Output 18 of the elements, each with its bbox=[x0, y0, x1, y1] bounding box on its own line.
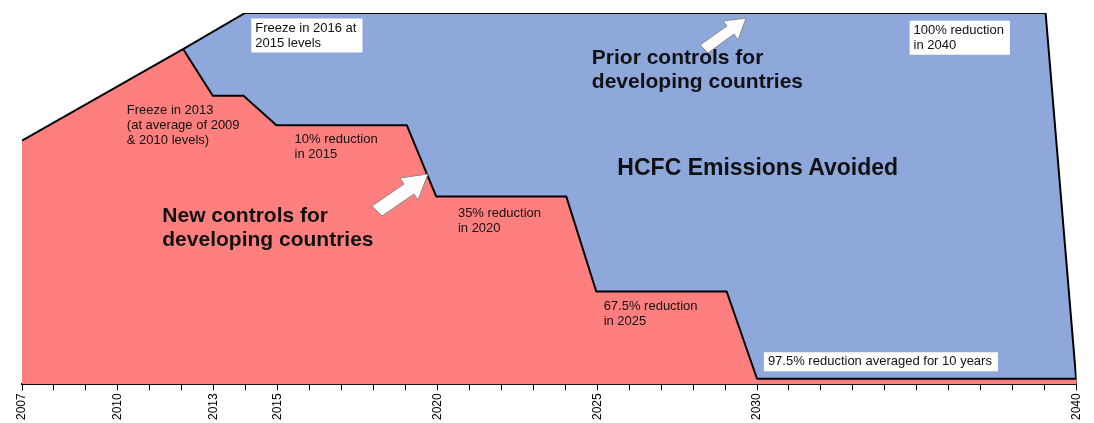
text: HCFC Emissions Avoided bbox=[617, 153, 899, 180]
x-tick-label: 2010 bbox=[110, 392, 125, 421]
annotation: 100% reduction in 2040 bbox=[913, 21, 1004, 52]
series-label: Prior controls for developing countries bbox=[591, 45, 804, 93]
x-tick-label: 2020 bbox=[429, 392, 444, 421]
series-label: New controls for developing countries bbox=[162, 203, 374, 251]
x-tick-label: 2015 bbox=[269, 392, 284, 421]
x-tick-label: 2025 bbox=[589, 392, 604, 421]
x-tick-label: 2007 bbox=[14, 392, 29, 421]
x-tick-label: 2040 bbox=[1068, 392, 1083, 421]
x-tick-label: 2030 bbox=[749, 392, 764, 421]
annotation: 35% reduction in 2020 bbox=[457, 205, 542, 236]
annotation: 67.5% reduction in 2025 bbox=[603, 298, 698, 329]
annotation: 97.5% reduction averaged for 10 years bbox=[767, 353, 993, 369]
annotation: 10% reduction in 2015 bbox=[294, 131, 378, 162]
x-tick-label: 2013 bbox=[206, 392, 221, 421]
annotation: Freeze in 2013 (at average of 2009 & 2010 levels) bbox=[126, 102, 240, 148]
annotation: Freeze in 2016 at 2015 levels bbox=[255, 19, 357, 50]
